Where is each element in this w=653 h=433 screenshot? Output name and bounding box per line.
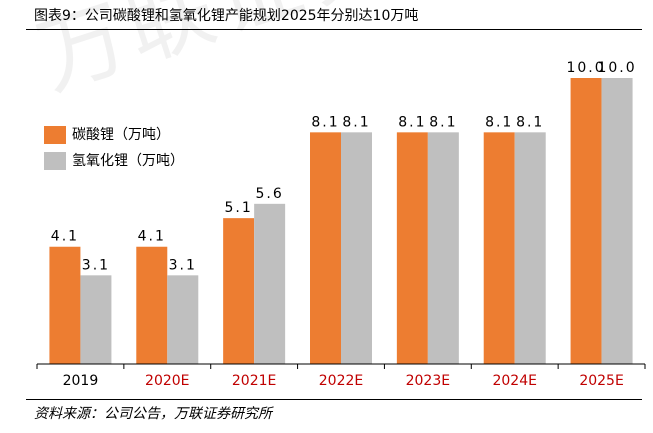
data-label: 8.1 xyxy=(485,114,513,130)
bar-series-2 xyxy=(514,132,546,364)
legend-swatch-orange xyxy=(44,126,66,144)
bar-series-1 xyxy=(310,132,341,364)
source-rule xyxy=(26,399,642,400)
x-tick-label: 2019 xyxy=(63,373,99,389)
data-label: 10.0 xyxy=(597,60,636,76)
bar-series-2 xyxy=(254,203,286,364)
bar-series-1 xyxy=(483,132,515,364)
data-label: 5.6 xyxy=(256,186,284,202)
bar-series-2 xyxy=(167,275,199,364)
bar-series-2 xyxy=(341,132,372,364)
x-tick-label: 2024E xyxy=(492,373,536,389)
bar-series-1 xyxy=(396,132,428,364)
data-label: 10.0 xyxy=(566,60,605,76)
data-label: 3.1 xyxy=(82,257,110,273)
bar-series-1 xyxy=(136,246,168,364)
x-tick-label: 2020E xyxy=(145,373,189,389)
bar-series-1 xyxy=(49,246,81,364)
bar-series-2 xyxy=(601,78,633,364)
legend-label: 氢氧化锂（万吨） xyxy=(72,153,184,169)
data-label: 8.1 xyxy=(429,114,457,130)
data-label: 5.1 xyxy=(225,200,253,216)
data-label: 8.1 xyxy=(342,114,370,130)
chart-title: 图表9：公司碳酸锂和氢氧化锂产能规划2025年分别达10万吨 xyxy=(34,8,419,24)
data-label: 4.1 xyxy=(138,229,166,245)
title-rule xyxy=(26,29,642,30)
x-tick-label: 2023E xyxy=(406,373,450,389)
data-label: 8.1 xyxy=(311,114,339,130)
x-tick-label: 2021E xyxy=(232,373,276,389)
source-note: 资料来源：公司公告，万联证券研究所 xyxy=(34,406,272,422)
x-tick-label: 2022E xyxy=(319,373,363,389)
legend-label: 碳酸锂（万吨） xyxy=(72,127,170,143)
legend-swatch-gray xyxy=(44,152,66,170)
data-label: 8.1 xyxy=(398,114,426,130)
bar-series-2 xyxy=(80,275,112,364)
data-label: 3.1 xyxy=(169,257,197,273)
data-label: 4.1 xyxy=(51,229,79,245)
data-label: 8.1 xyxy=(516,114,544,130)
bar-series-2 xyxy=(427,132,459,364)
x-tick-label: 2025E xyxy=(579,373,623,389)
bar-series-1 xyxy=(223,218,255,364)
bar-series-1 xyxy=(570,78,602,364)
